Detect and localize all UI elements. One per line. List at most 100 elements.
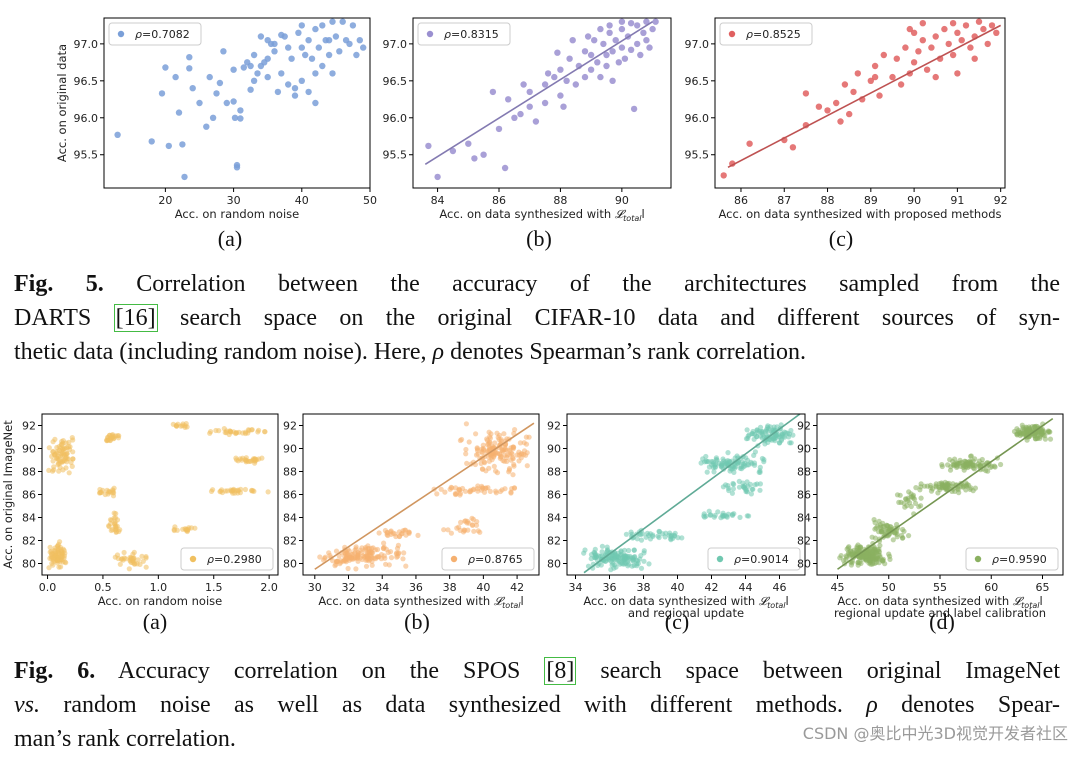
fig6a-point [118,556,124,562]
fig6d-legend-marker [974,555,982,563]
fig6b-point [504,452,510,458]
fig6d-point [886,551,892,557]
fig5b-point [612,37,619,44]
fig6a-point [221,426,227,432]
fig6d-xtick-label: 50 [882,581,896,594]
fig5b-point [594,59,601,66]
fig6c-point [627,555,633,561]
fig5c-legend-marker [728,30,736,38]
fig5a-point [312,25,319,33]
fig6c-point [726,487,732,494]
fig6b-point [464,460,470,466]
fig6a-point [207,430,213,436]
fig6-citation-link[interactable]: [8] [544,657,577,685]
fig6b-points [317,421,532,572]
fig5b-point [489,88,497,96]
fig6d-point [950,458,956,464]
fig6c-point [754,433,760,440]
fig6b-xtick-label: 32 [342,581,356,594]
fig6-caption: Fig. 6. Accuracy correlation on the SPOS… [14,654,1060,756]
fig5b-point [597,73,604,81]
fig6b-point [369,562,375,568]
fig6d-point [1022,430,1029,436]
fig6a-point [126,566,132,572]
fig5c-point [984,40,991,48]
fig6b-point [396,529,402,535]
fig6b-point [395,551,401,557]
fig6a-point [224,488,230,494]
fig5a-point [230,66,237,73]
fig5a-point [179,141,186,148]
fig6-panel-b: 30 32 34 36 38 40 42 80 82 84 86 88 90 92 Acc. on data… [275,405,545,610]
fig5-citation-link[interactable]: [16] [113,304,158,332]
fig5a-point [250,77,258,85]
fig6b-point [508,457,514,463]
fig6d-point [935,490,941,496]
fig6-caption-line1a: Accuracy correlation on the SPOS [117,658,545,684]
fig5c-point [954,29,961,36]
fig5-caption-line2a: DARTS [14,305,114,331]
fig6b-point [441,527,447,533]
fig5-panel-a: 20 30 40 50 95.5 96.0 96.5 97.0 Acc. on random n… [0,0,380,230]
fig5a-xtick-label: 30 [227,194,241,207]
fig5a-point [319,22,326,29]
fig5a-point [223,99,230,107]
fig5a-point [360,44,367,51]
fig6c-point [626,547,632,554]
fig6a-legend-marker [189,555,197,563]
fig6c-point [754,427,760,433]
fig6c-point [725,483,731,489]
fig5a-axes-frame [103,17,371,189]
fig6d-xtick-label: 55 [933,581,947,594]
fig5a-point [312,99,319,107]
fig5a-point [250,51,258,59]
fig6a-point [46,445,52,451]
fig5b-fit-line [424,21,653,166]
fig5c-point [720,172,727,179]
fig6b-point [509,451,515,457]
fig6c-point [634,563,640,569]
fig5b-point [544,70,552,77]
fig5c-point [941,25,948,33]
fig6c-point [641,558,647,564]
fig5c-point [945,40,952,48]
fig6-caption-vs: vs. [14,692,40,718]
fig6d-point [869,534,875,540]
fig6d-legend-label: ρ=0.9590 [992,553,1047,566]
fig5a-point [325,37,333,44]
fig6c-point [712,462,718,468]
fig6b-point [475,488,481,494]
fig6a-point [208,488,215,494]
fig6b-point [463,421,469,427]
fig6d-point [1014,432,1020,438]
fig6d-point [901,528,907,534]
fig6d-point [905,497,911,504]
fig5a-ytick-label: 95.5 [74,149,99,162]
fig6a-point [55,461,61,468]
fig6c-point [662,534,668,540]
fig5b-point [643,18,650,25]
fig5a-xtick-label: 20 [158,194,172,207]
fig5b-point [526,103,533,110]
fig6b-point [491,463,497,469]
fig6c-point [767,424,773,430]
fig6d-point [963,483,969,489]
fig6a-xtick-label: 1.0 [150,581,168,594]
fig6b-point [344,551,351,557]
fig6a-point [54,543,61,549]
fig6d-xtick-label: 45 [831,581,845,594]
fig5a-point [353,51,360,59]
fig5a-point [319,62,326,70]
fig6b-point [434,491,440,497]
fig5c-xtick-label: 91 [950,194,964,207]
fig6b-point [485,485,491,491]
fig6b-ytick-label: 82 [283,535,297,548]
fig6a-ytick-label: 88 [22,466,36,479]
fig6a-point [50,562,56,568]
fig6b-point [381,540,387,546]
fig5a-point [216,79,224,87]
fig6b-point [510,472,516,478]
fig6b-point [352,547,358,553]
fig6d-point [963,464,969,470]
fig5a-point [305,37,312,44]
